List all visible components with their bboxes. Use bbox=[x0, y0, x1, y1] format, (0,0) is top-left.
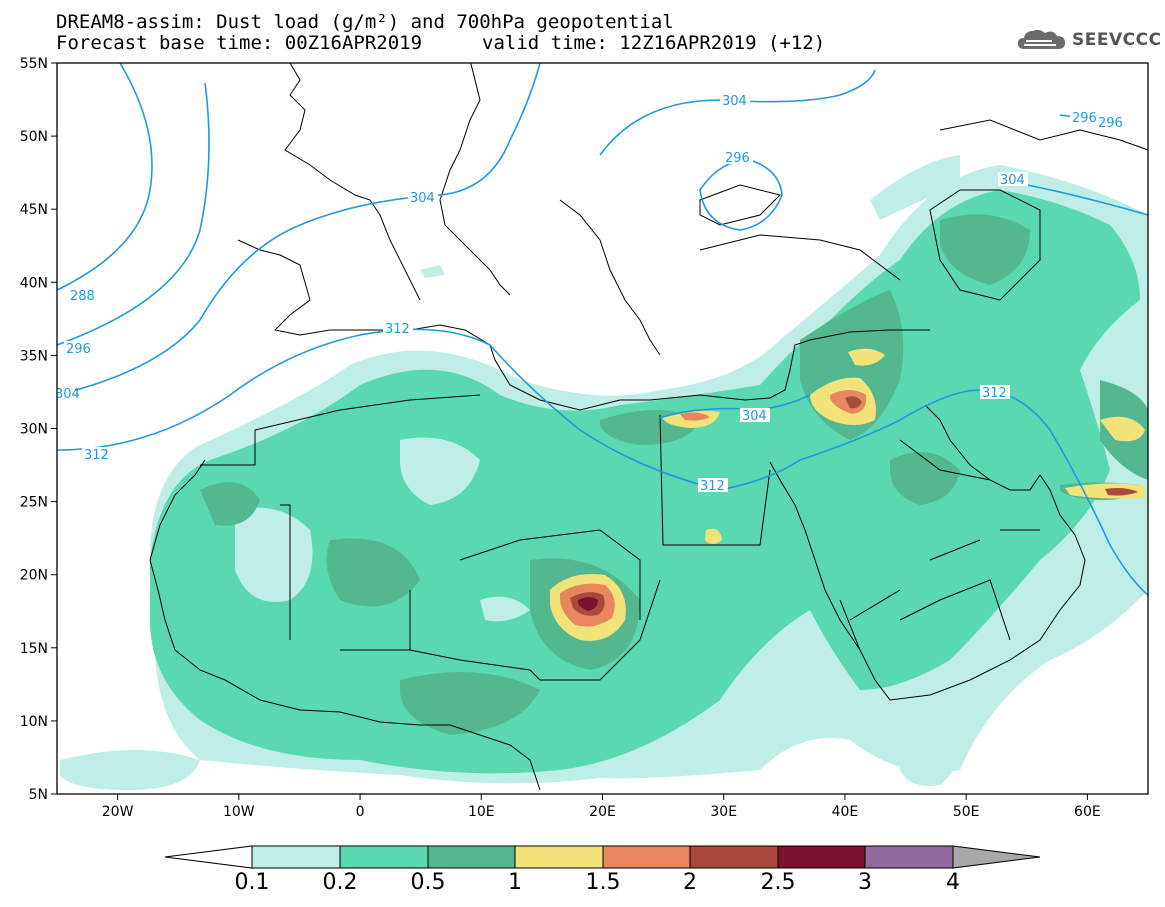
lat-tick-label: 50N bbox=[20, 129, 48, 145]
colorbar-arrow-low bbox=[164, 845, 253, 869]
colorbar-swatch bbox=[864, 845, 954, 869]
lat-tick-label: 15N bbox=[20, 641, 48, 657]
colorbar-swatch bbox=[777, 845, 866, 869]
lat-tick-label: 25N bbox=[20, 495, 48, 511]
contour-label: 304 bbox=[742, 409, 767, 424]
lat-tick-label: 5N bbox=[29, 787, 48, 803]
lon-tick-label: 20E bbox=[589, 804, 616, 820]
contour-label: 304 bbox=[55, 387, 80, 402]
colorbar-label: 2 bbox=[683, 870, 697, 895]
map-title: DREAM8-assim: Dust load (g/m²) and 700hP… bbox=[56, 11, 674, 33]
contour-labels-group: 288 296 304 312 296 304 304 312 312 304 … bbox=[55, 93, 1126, 494]
lat-tick-label: 45N bbox=[20, 202, 48, 218]
forecast-base-time: Forecast base time: 00Z16APR2019 bbox=[56, 32, 423, 54]
lat-tick-label: 20N bbox=[20, 568, 48, 584]
logo-text: SEEVCCC bbox=[1072, 30, 1162, 50]
lat-tick-label: 40N bbox=[20, 275, 48, 291]
valid-time: valid time: 12Z16APR2019 (+12) bbox=[482, 32, 826, 54]
lon-tick-label: 50E bbox=[953, 804, 980, 820]
contour-label: 304 bbox=[1000, 173, 1025, 188]
colorbar-label: 1 bbox=[508, 870, 522, 895]
contour-label: 312 bbox=[84, 448, 109, 463]
contour-label: 296 bbox=[1072, 111, 1097, 126]
lon-tick-label: 10E bbox=[468, 804, 495, 820]
colorbar-swatch bbox=[339, 845, 429, 869]
colorbar-label: 1.5 bbox=[585, 870, 621, 895]
contour-label: 312 bbox=[982, 386, 1007, 401]
colorbar-swatch bbox=[514, 845, 604, 869]
seevccc-logo: SEEVCCC bbox=[1016, 27, 1162, 53]
colorbar-label: 3 bbox=[858, 870, 872, 895]
dust-load-high-layer bbox=[550, 348, 1145, 641]
colorbar-arrow-high bbox=[952, 845, 1041, 869]
colorbar-label: 0.5 bbox=[410, 870, 446, 895]
contour-label: 296 bbox=[1098, 116, 1123, 131]
colorbar-swatch bbox=[602, 845, 691, 869]
contour-label: 304 bbox=[410, 191, 435, 206]
contour-label: 296 bbox=[725, 151, 750, 166]
lon-tick-label: 0 bbox=[356, 804, 365, 820]
colorbar-swatch bbox=[689, 845, 779, 869]
contour-label: 288 bbox=[70, 289, 95, 304]
lon-tick-label: 20W bbox=[102, 804, 134, 820]
contour-label: 296 bbox=[66, 342, 91, 357]
lat-tick-label: 30N bbox=[20, 422, 48, 438]
colorbar-swatch bbox=[427, 845, 516, 869]
contour-label: 304 bbox=[722, 94, 747, 109]
colorbar-label: 2.5 bbox=[760, 870, 796, 895]
contour-label: 312 bbox=[700, 479, 725, 494]
lat-tick-label: 10N bbox=[20, 714, 48, 730]
colorbar bbox=[164, 845, 1041, 869]
cloud-icon bbox=[1018, 29, 1065, 49]
lon-tick-label: 10W bbox=[223, 804, 255, 820]
lon-tick-label: 40E bbox=[832, 804, 859, 820]
latitude-ticks: 55N 50N 45N 40N 35N 30N 25N 20N 15N 10N 5N bbox=[20, 56, 57, 803]
colorbar-label: 4 bbox=[946, 870, 960, 895]
lat-tick-label: 35N bbox=[20, 348, 48, 364]
coastlines-borders bbox=[149, 63, 1148, 791]
colorbar-swatch bbox=[251, 845, 341, 869]
colorbar-label: 0.1 bbox=[234, 870, 270, 895]
contour-label: 312 bbox=[385, 322, 410, 337]
lon-tick-label: 30E bbox=[710, 804, 737, 820]
lon-tick-label: 60E bbox=[1074, 804, 1101, 820]
longitude-ticks: 20W 10W 0 10E 20E 30E 40E 50E 60E bbox=[102, 794, 1101, 820]
lat-tick-label: 55N bbox=[20, 56, 48, 72]
colorbar-label: 0.2 bbox=[322, 870, 358, 895]
